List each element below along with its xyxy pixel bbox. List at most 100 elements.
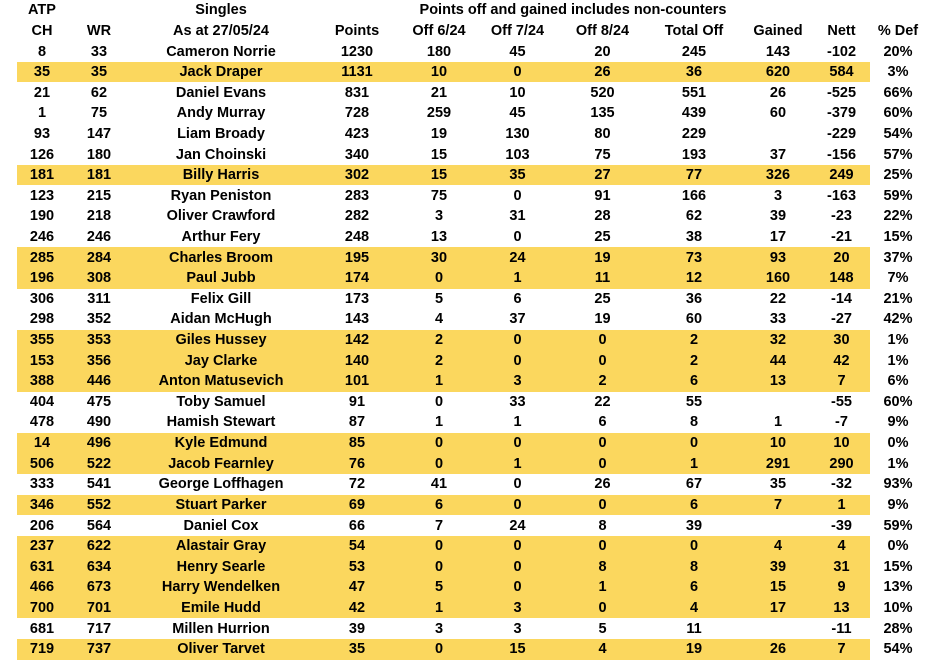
cell-gained: 60 xyxy=(769,105,787,122)
cell-off-8-24: 8 xyxy=(560,556,645,578)
col-header-ch: CH xyxy=(31,22,53,39)
cell-points: 91 xyxy=(348,393,366,410)
table-row: 181 181 Billy Harris 302 15 35 27 77 326 249 25% xyxy=(17,164,926,186)
cell-gained: 44 xyxy=(743,350,813,371)
cell-points: 85 xyxy=(311,432,403,454)
cell-off-7-24: 0 xyxy=(475,535,560,557)
table-row: 355 353 Giles Hussey 142 2 0 0 2 32 30 1% xyxy=(17,329,926,351)
cell-points: 1230 xyxy=(340,43,374,60)
cell-pct-def: 1% xyxy=(887,455,909,472)
cell-gained: 26 xyxy=(743,638,813,660)
header-row-titles: ATP Singles Points off and gained includ… xyxy=(17,0,926,21)
cell-points: 195 xyxy=(311,247,403,268)
cell-off-6-24: 5 xyxy=(403,577,475,598)
table-row: 153 356 Jay Clarke 140 2 0 0 2 44 42 1% xyxy=(17,350,926,371)
cell-off-6-24: 2 xyxy=(403,329,475,351)
cell-name: Andy Murray xyxy=(176,105,266,122)
cell-pct-def: 7% xyxy=(887,270,909,287)
cell-off-7-24: 3 xyxy=(513,620,522,637)
cell-pct-def: 25% xyxy=(883,167,913,184)
cell-ch: 285 xyxy=(17,247,67,268)
cell-name: Alastair Gray xyxy=(131,535,311,557)
cell-points: 53 xyxy=(311,556,403,578)
cell-wr: 353 xyxy=(67,329,131,351)
cell-off-7-24: 1 xyxy=(475,453,560,475)
cell-gained: 93 xyxy=(743,247,813,268)
cell-off-8-24: 0 xyxy=(560,329,645,351)
cell-points: 143 xyxy=(344,311,370,328)
cell-nett: -7 xyxy=(835,414,848,431)
cell-nett: -102 xyxy=(826,43,857,60)
cell-pct-def: 9% xyxy=(887,414,909,431)
cell-pct-def: 20% xyxy=(883,43,913,60)
cell-name: Cameron Norrie xyxy=(166,43,276,60)
cell-wr: 701 xyxy=(67,597,131,619)
cell-points: 423 xyxy=(344,125,370,142)
cell-gained: 35 xyxy=(769,476,787,493)
cell-nett: 7 xyxy=(813,638,870,660)
col-header-nett: Nett xyxy=(827,22,856,39)
table-row: 123 215 Ryan Peniston 283 75 0 91 166 3 -163 59% xyxy=(17,185,926,206)
cell-name: Toby Samuel xyxy=(176,393,266,410)
cell-name: Aidan McHugh xyxy=(170,311,272,328)
col-header-as-at-date: As at 27/05/24 xyxy=(173,22,269,39)
cell-pct-def: 3% xyxy=(887,64,909,81)
cell-nett: -525 xyxy=(826,84,857,101)
cell-total-off: 36 xyxy=(645,61,743,83)
cell-name: Emile Hudd xyxy=(131,597,311,619)
cell-pct-def: 9% xyxy=(887,496,909,513)
cell-off-7-24: 45 xyxy=(509,43,526,60)
cell-gained: 143 xyxy=(765,43,791,60)
cell-ch: 478 xyxy=(29,414,55,431)
table-row: 506 522 Jacob Fearnley 76 0 1 0 1 291 290 1% xyxy=(17,453,926,475)
cell-off-7-24: 35 xyxy=(475,164,560,186)
cell-name: Hamish Stewart xyxy=(166,414,276,431)
cell-ch: 333 xyxy=(29,476,55,493)
table-row: 93 147 Liam Broady 423 19 130 80 229 -229 54% xyxy=(17,124,926,145)
cell-pct-def: 42% xyxy=(883,311,913,328)
cell-off-8-24: 11 xyxy=(560,267,645,289)
cell-pct-def: 15% xyxy=(883,558,913,575)
cell-off-7-24: 0 xyxy=(513,187,522,204)
cell-off-7-24: 1 xyxy=(513,414,522,431)
cell-wr: 673 xyxy=(67,577,131,598)
cell-points: 87 xyxy=(348,414,366,431)
cell-gained: 32 xyxy=(743,329,813,351)
cell-off-7-24: 37 xyxy=(509,311,526,328)
cell-off-7-24: 0 xyxy=(513,229,522,245)
cell-wr: 147 xyxy=(86,125,112,142)
col-header-pct-def: % Def xyxy=(877,22,919,39)
cell-pct-def: 1% xyxy=(887,332,909,349)
cell-off-6-24: 75 xyxy=(430,187,448,204)
cell-points: 1131 xyxy=(311,61,403,83)
cell-total-off: 166 xyxy=(681,187,707,204)
cell-pct-def: 15% xyxy=(883,229,913,245)
cell-total-off: 38 xyxy=(685,229,703,245)
cell-nett: -163 xyxy=(826,187,857,204)
cell-off-7-24: 3 xyxy=(475,370,560,392)
table-row: 388 446 Anton Matusevich 101 1 3 2 6 13 7 6% xyxy=(17,370,926,392)
table-row: 478 490 Hamish Stewart 87 1 1 6 8 1 -7 9% xyxy=(17,412,926,433)
cell-off-6-24: 15 xyxy=(403,164,475,186)
cell-total-off: 0 xyxy=(645,535,743,557)
cell-points: 66 xyxy=(348,517,366,534)
cell-nett: 13 xyxy=(813,597,870,619)
title-note: Points off and gained includes non-count… xyxy=(419,2,727,19)
cell-off-8-24: 5 xyxy=(598,620,607,637)
cell-wr: 215 xyxy=(86,187,112,204)
cell-total-off: 55 xyxy=(685,393,703,410)
cell-ch: 21 xyxy=(33,84,51,101)
cell-total-off: 11 xyxy=(686,620,702,637)
cell-points: 283 xyxy=(344,187,370,204)
cell-off-8-24: 0 xyxy=(560,535,645,557)
cell-wr: 634 xyxy=(67,556,131,578)
table-row: 681 717 Millen Hurrion 39 3 3 5 11 -11 28% xyxy=(17,618,926,639)
cell-points: 174 xyxy=(311,267,403,289)
table-row: 21 62 Daniel Evans 831 21 10 520 551 26 -525 66% xyxy=(17,82,926,103)
cell-ch: 681 xyxy=(29,620,55,637)
cell-ch: 14 xyxy=(17,432,67,454)
cell-gained xyxy=(743,515,813,536)
cell-off-6-24: 10 xyxy=(403,61,475,83)
cell-off-7-24: 24 xyxy=(509,517,526,534)
cell-ch: 306 xyxy=(29,290,55,307)
